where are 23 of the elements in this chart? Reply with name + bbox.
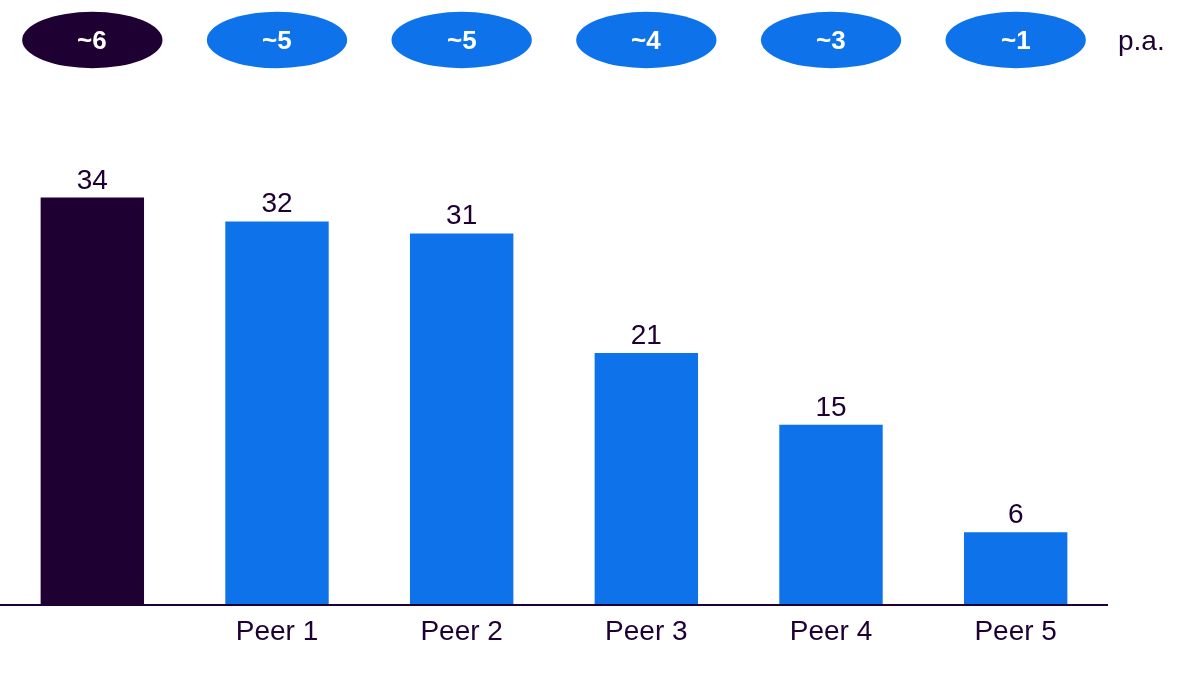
text: ~5: [262, 25, 292, 55]
text: p.a.: [1118, 25, 1165, 56]
text: ~5: [447, 25, 477, 55]
data-label: 34: [76, 163, 108, 195]
bar: [779, 424, 883, 604]
data-label: 21: [630, 318, 662, 350]
data-label: 31: [446, 199, 478, 231]
bar: [225, 221, 329, 604]
data-label: 32: [261, 187, 293, 219]
x-tick-label: Peer 5: [974, 614, 1057, 646]
text: ~1: [1001, 25, 1031, 55]
text: ~6: [77, 25, 107, 55]
x-tick-label: Peer 4: [789, 614, 873, 646]
x-tick-label: Peer 3: [605, 614, 688, 646]
data-label: 15: [815, 390, 847, 422]
x-tick-label: Peer 1: [235, 614, 319, 646]
x-tick-label: Peer 2: [420, 614, 503, 646]
bar: [594, 352, 699, 604]
text: ~3: [816, 25, 846, 55]
text: ~4: [631, 25, 662, 55]
bar: [409, 233, 514, 604]
bar: [963, 532, 1068, 604]
data-label: 6: [1007, 498, 1024, 530]
